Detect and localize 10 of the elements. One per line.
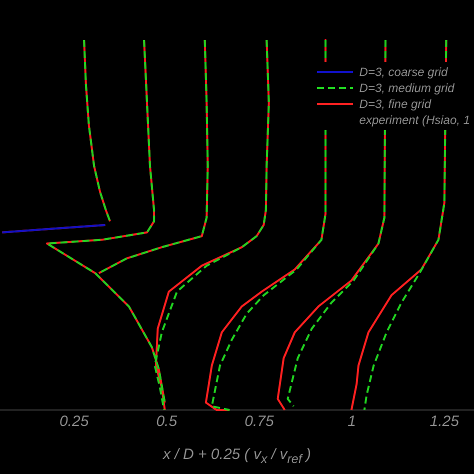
legend-label: D=3, medium grid	[359, 81, 454, 95]
annotation: experiment (Hsiao, 1	[358, 113, 470, 127]
x-tick-label: 0.5	[156, 413, 178, 430]
x-tick-label: 1.25	[430, 413, 460, 430]
legend-label: D=3, fine grid	[359, 97, 431, 111]
legend-label: D=3, coarse grid	[359, 65, 448, 79]
x-tick-label: 1	[348, 413, 356, 430]
x-tick-label: 0.75	[244, 413, 274, 430]
x-tick-label: 0.25	[59, 413, 90, 430]
x-axis-title: x / D + 0.25 ( v$_{x}$ / v$_{ref}$ )	[162, 446, 312, 466]
